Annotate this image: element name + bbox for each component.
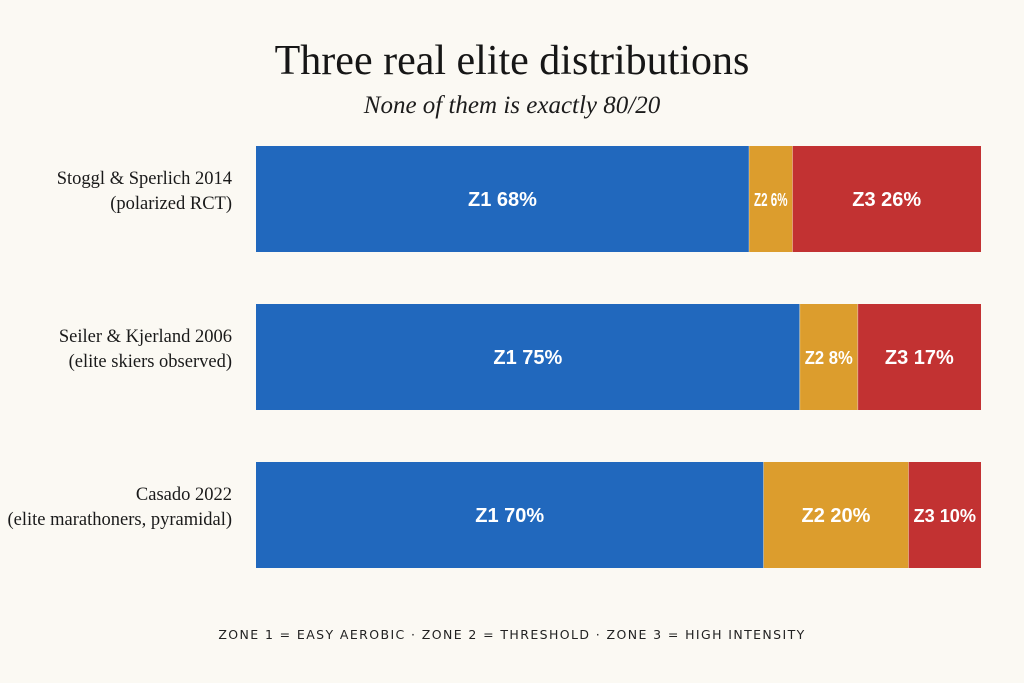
- bar-data-label: Z3 10%: [914, 506, 977, 526]
- bar-data-label: Z1 75%: [493, 347, 562, 369]
- bar-segment-z3: [908, 462, 981, 568]
- category-label-line2: (elite marathoners, pyramidal): [8, 510, 232, 530]
- bar-segment-z3: [792, 146, 981, 252]
- bar-data-label: Z2 8%: [805, 348, 853, 368]
- chart-subtitle: None of them is exactly 80/20: [363, 92, 661, 119]
- category-label-line1: Casado 2022: [136, 485, 232, 505]
- category-label-line2: (elite skiers observed): [69, 352, 232, 372]
- bar-data-label: Z2 20%: [802, 505, 871, 527]
- bar-segment-z2: [749, 146, 793, 252]
- bar-segment-z1: [256, 146, 749, 252]
- bar-segment-z1: [256, 304, 800, 410]
- category-label-line1: Stoggl & Sperlich 2014: [57, 169, 232, 189]
- bar-data-label: Z3 26%: [852, 189, 921, 211]
- bar-segment-z3: [857, 304, 981, 410]
- bar-segment-z2: [799, 304, 858, 410]
- bar-data-label: Z3 17%: [885, 347, 954, 369]
- chart-title: Three real elite distributions: [274, 38, 750, 84]
- category-label-line2: (polarized RCT): [110, 194, 232, 214]
- bar-data-label: Z1 70%: [475, 505, 544, 527]
- bar-segment-z2: [763, 462, 909, 568]
- bar-data-label: Z1 68%: [468, 189, 537, 211]
- bar-segment-z1: [256, 462, 764, 568]
- category-label-line1: Seiler & Kjerland 2006: [59, 327, 232, 347]
- bar-data-label: Z2 6%: [754, 190, 788, 210]
- zone-legend-footnote: ZONE 1 = EASY AEROBIC · ZONE 2 = THRESHO…: [218, 627, 806, 642]
